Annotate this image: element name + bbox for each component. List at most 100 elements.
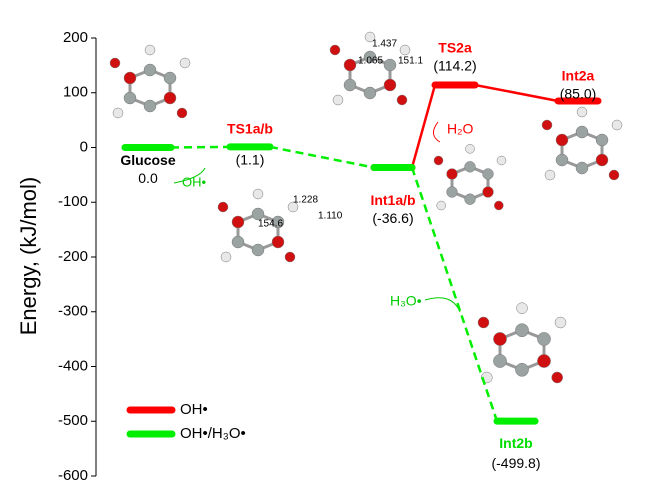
atom [576, 162, 588, 174]
atom [333, 95, 343, 105]
state-name: Glucose [120, 152, 175, 168]
atom [612, 120, 622, 130]
annotation: 1.437 [372, 39, 397, 50]
state-value: (-36.6) [372, 210, 413, 226]
molecule [478, 303, 566, 383]
y-tick-label: 200 [63, 29, 88, 46]
atom [177, 108, 187, 118]
annotation: H₂O [447, 121, 474, 137]
connector [270, 147, 374, 168]
legend-label: OH• [180, 401, 208, 418]
connector [171, 147, 230, 148]
atom [596, 154, 608, 166]
state-name: TS2a [438, 40, 472, 56]
atom [537, 354, 550, 367]
atom [221, 252, 231, 262]
connector [475, 85, 558, 101]
arrow [433, 122, 440, 142]
atom [384, 59, 396, 71]
state-name: Int1a/b [370, 192, 415, 208]
atom [437, 201, 446, 210]
annotation: 1.110 [318, 211, 343, 222]
atom [124, 72, 136, 84]
atom [493, 332, 506, 345]
atom [483, 169, 494, 180]
arrow [425, 298, 460, 312]
atom [124, 92, 136, 104]
state-value: (114.2) [433, 58, 476, 74]
atom [466, 144, 475, 153]
state-value: (85.0) [560, 86, 597, 102]
atom [545, 170, 555, 180]
y-tick-label: -100 [58, 193, 88, 210]
atom [180, 58, 190, 68]
state-name: TS1a/b [227, 121, 273, 137]
atom [253, 189, 263, 199]
atom [517, 303, 528, 314]
molecule [110, 45, 190, 118]
atom [364, 87, 376, 99]
atom [483, 187, 494, 198]
y-tick-label: -500 [58, 412, 88, 429]
atom [447, 169, 458, 180]
annotation: OH• [182, 174, 207, 189]
y-tick-label: -200 [58, 248, 88, 265]
atom [537, 332, 550, 345]
y-tick-label: -600 [58, 467, 88, 484]
atom [218, 202, 228, 212]
chart: Energy, (kJ/mol) 2001000-100-200-300-400… [0, 0, 649, 484]
state-value: (-499.8) [491, 455, 540, 471]
y-tick-label: -300 [58, 303, 88, 320]
atom [465, 161, 476, 172]
y-tick-label: -400 [58, 357, 88, 374]
atom [556, 134, 568, 146]
atom [252, 244, 264, 256]
atom [330, 45, 340, 55]
atom [497, 156, 506, 165]
annotation: 1.228 [293, 195, 318, 206]
atom [397, 95, 407, 105]
connector [412, 85, 435, 168]
atom [285, 252, 295, 262]
atom [577, 107, 587, 117]
atom [556, 154, 568, 166]
legend-label: OH•/H₃O• [180, 425, 246, 442]
atom [344, 59, 356, 71]
atom [272, 236, 284, 248]
atom [434, 156, 443, 165]
state-value: 0.0 [138, 170, 158, 186]
atom [384, 79, 396, 91]
molecule [434, 144, 506, 210]
annotation: 151.1 [398, 56, 423, 67]
atom [145, 45, 155, 55]
atom [576, 126, 588, 138]
atom [555, 317, 566, 328]
atom [493, 354, 506, 367]
atom [447, 187, 458, 198]
atom [478, 317, 489, 328]
atom [344, 79, 356, 91]
atom [400, 45, 410, 55]
y-tick-label: 0 [80, 138, 88, 155]
atom [542, 120, 552, 130]
atom [465, 194, 476, 205]
state-value: (1.1) [236, 152, 265, 168]
connector [412, 168, 497, 422]
atom [609, 170, 619, 180]
atom [515, 363, 528, 376]
atom [552, 372, 563, 383]
molecule [542, 107, 622, 180]
atom [232, 236, 244, 248]
atom [515, 324, 528, 337]
y-axis-label: Energy, (kJ/mol) [16, 177, 41, 336]
atom [113, 108, 123, 118]
state-name: Int2b [499, 435, 532, 451]
annotation: H₃O• [390, 293, 422, 309]
atom [144, 64, 156, 76]
atom [494, 201, 503, 210]
atom [144, 100, 156, 112]
annotation: 154.6 [258, 219, 283, 230]
atom [164, 92, 176, 104]
atom [164, 72, 176, 84]
atom [596, 134, 608, 146]
